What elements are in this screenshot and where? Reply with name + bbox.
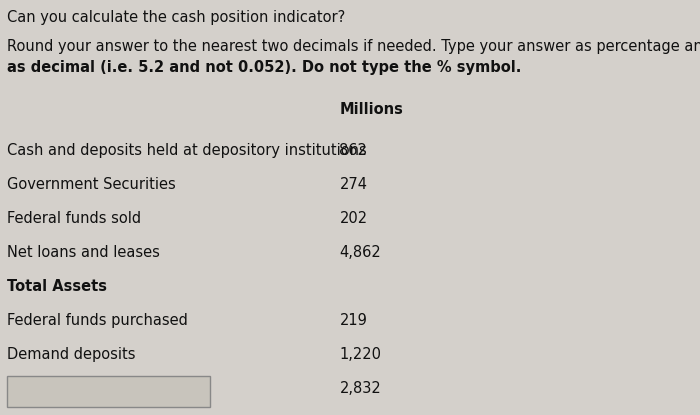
Text: Federal funds purchased: Federal funds purchased [7,313,188,328]
Text: 274: 274 [340,177,368,192]
Text: Government Securities: Government Securities [7,177,176,192]
Text: 202: 202 [340,211,368,226]
Text: Can you calculate the cash position indicator?: Can you calculate the cash position indi… [7,10,345,25]
Text: as decimal (i.e. 5.2 and not 0.052). Do not type the % symbol.: as decimal (i.e. 5.2 and not 0.052). Do … [7,60,522,75]
Text: Cash and deposits held at depository institutions: Cash and deposits held at depository ins… [7,143,367,158]
Text: 1,220: 1,220 [340,347,382,362]
FancyBboxPatch shape [7,376,210,407]
Text: Demand deposits: Demand deposits [7,347,136,362]
Text: Total Assets: Total Assets [7,279,107,294]
Text: 862: 862 [340,143,368,158]
Text: 2,832: 2,832 [340,381,382,396]
Text: Time deposits: Time deposits [7,381,109,396]
Text: 219: 219 [340,313,368,328]
Text: 4,862: 4,862 [340,245,382,260]
Text: Round your answer to the nearest two decimals if needed. Type your answer as per: Round your answer to the nearest two dec… [7,39,700,54]
Text: Net loans and leases: Net loans and leases [7,245,160,260]
Text: Federal funds sold: Federal funds sold [7,211,141,226]
Text: Millions: Millions [340,102,403,117]
